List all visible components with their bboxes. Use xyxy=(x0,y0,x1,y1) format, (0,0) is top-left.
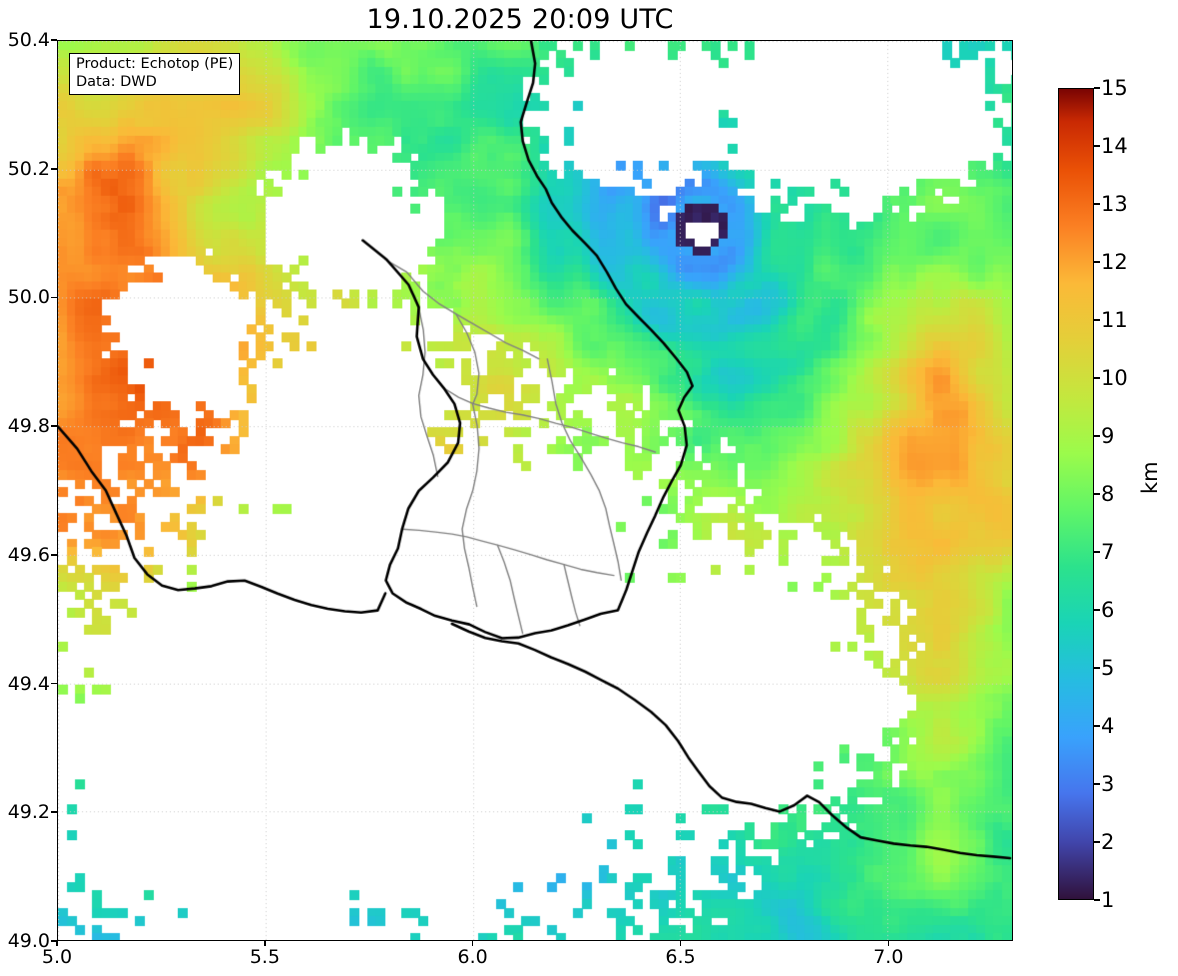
y-tick-label: 49.6 xyxy=(7,543,50,566)
x-tick-mark xyxy=(471,941,474,946)
product-info-box: Product: Echotop (PE) Data: DWD xyxy=(69,53,241,96)
colorbar-tick-mark xyxy=(1094,841,1100,843)
colorbar-tick-label: 4 xyxy=(1101,714,1115,738)
x-tick-mark xyxy=(887,941,890,946)
colorbar-tick-label: 6 xyxy=(1101,598,1115,622)
colorbar-tick-label: 7 xyxy=(1101,540,1115,564)
colorbar-tick-label: 13 xyxy=(1101,192,1128,216)
x-tick-mark xyxy=(264,941,266,946)
colorbar-tick-label: 2 xyxy=(1101,830,1115,854)
map-plot-area[interactable]: Product: Echotop (PE) Data: DWD xyxy=(57,40,1013,941)
product-label: Product: Echotop (PE) xyxy=(76,56,234,72)
colorbar-tick-mark xyxy=(1094,551,1100,553)
colorbar-tick-mark xyxy=(1094,319,1100,321)
x-tick-label: 6.0 xyxy=(457,946,488,968)
colorbar-tick-mark xyxy=(1094,899,1100,901)
colorbar-gradient xyxy=(1058,88,1094,900)
colorbar-tick-label: 5 xyxy=(1101,656,1115,680)
x-tick-label: 5.0 xyxy=(41,946,73,968)
y-tick-mark xyxy=(51,425,57,427)
colorbar-tick-mark xyxy=(1094,783,1100,785)
y-tick-label: 50.4 xyxy=(7,29,50,51)
colorbar[interactable] xyxy=(1058,88,1094,900)
colorbar-tick-label: 14 xyxy=(1101,134,1128,158)
y-tick-mark xyxy=(51,554,57,556)
colorbar-tick-mark xyxy=(1094,261,1100,263)
colorbar-tick-mark xyxy=(1094,667,1100,669)
x-tick-mark xyxy=(679,941,682,946)
x-tick-mark xyxy=(56,941,58,946)
y-tick-label: 49.2 xyxy=(7,801,50,824)
y-tick-mark xyxy=(51,167,57,170)
colorbar-tick-mark xyxy=(1094,435,1100,437)
x-tick-label: 7.0 xyxy=(873,946,904,968)
colorbar-tick-mark xyxy=(1094,145,1100,147)
data-source-label: Data: DWD xyxy=(76,73,157,90)
colorbar-tick-label: 3 xyxy=(1101,772,1115,796)
page-title: 19.10.2025 20:09 UTC xyxy=(366,4,674,35)
colorbar-tick-mark xyxy=(1094,87,1100,89)
colorbar-tick-mark xyxy=(1094,725,1100,727)
colorbar-tick-mark xyxy=(1094,493,1100,495)
colorbar-tick-label: 8 xyxy=(1101,482,1115,506)
y-tick-mark xyxy=(51,940,57,942)
map-borders-and-grid-overlay xyxy=(58,41,1012,940)
x-tick-label: 6.5 xyxy=(665,946,696,968)
y-tick-label: 50.0 xyxy=(7,286,50,309)
colorbar-tick-label: 1 xyxy=(1101,888,1115,912)
y-tick-mark xyxy=(51,39,57,41)
colorbar-tick-label: 11 xyxy=(1101,308,1128,332)
colorbar-tick-label: 12 xyxy=(1101,250,1128,274)
y-tick-label: 49.0 xyxy=(7,930,50,952)
y-tick-label: 49.8 xyxy=(7,415,50,438)
y-tick-label: 49.4 xyxy=(7,672,50,695)
y-tick-mark xyxy=(51,296,57,299)
y-tick-mark xyxy=(51,682,57,685)
y-tick-label: 50.2 xyxy=(7,157,50,180)
colorbar-tick-label: 9 xyxy=(1101,424,1115,448)
colorbar-tick-mark xyxy=(1094,377,1100,379)
colorbar-tick-mark xyxy=(1094,609,1100,611)
colorbar-tick-mark xyxy=(1094,203,1100,205)
colorbar-axis-label: km xyxy=(1138,461,1162,494)
x-tick-label: 5.5 xyxy=(249,946,280,968)
colorbar-tick-label: 15 xyxy=(1101,76,1128,100)
colorbar-tick-label: 10 xyxy=(1101,366,1128,390)
y-tick-mark xyxy=(51,811,57,814)
